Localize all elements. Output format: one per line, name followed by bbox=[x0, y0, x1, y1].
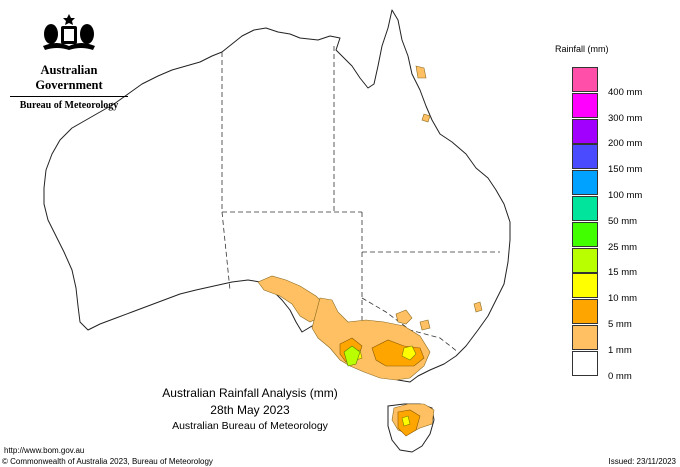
legend-swatch bbox=[572, 170, 598, 196]
copyright-notice: © Commonwealth of Australia 2023, Bureau… bbox=[2, 457, 213, 466]
legend-title: Rainfall (mm) bbox=[555, 44, 609, 54]
legend-label: 1 mm bbox=[608, 344, 632, 356]
legend-label: 400 mm bbox=[608, 86, 643, 98]
map-title: Australian Rainfall Analysis (mm) bbox=[162, 386, 338, 400]
website-link[interactable]: http://www.bom.gov.au bbox=[4, 446, 85, 455]
legend-label: 150 mm bbox=[608, 164, 643, 176]
legend-label: 100 mm bbox=[608, 190, 643, 201]
legend-label: 25 mm bbox=[608, 241, 638, 253]
rainfall-15mm-areas bbox=[343, 345, 361, 367]
legend-swatch bbox=[572, 144, 598, 170]
legend-swatch bbox=[572, 299, 598, 325]
state-borders bbox=[221, 46, 500, 353]
legend-swatch bbox=[572, 221, 598, 247]
legend-swatch bbox=[572, 67, 598, 92]
legend-label: 5 mm bbox=[608, 319, 632, 330]
legend-swatch bbox=[572, 273, 598, 299]
legend-label: 50 mm bbox=[608, 215, 638, 227]
legend-swatch bbox=[572, 92, 598, 118]
legend-swatch bbox=[572, 118, 598, 144]
coat-of-arms-icon bbox=[43, 14, 95, 50]
legend-swatch bbox=[572, 196, 598, 221]
legend-swatch bbox=[572, 350, 598, 376]
issued-date: Issued: 23/11/2023 bbox=[608, 457, 676, 466]
logo-divider bbox=[10, 96, 128, 97]
map-source: Australian Bureau of Meteorology bbox=[172, 420, 328, 432]
government-logo: Australian Government Bureau of Meteorol… bbox=[6, 12, 132, 111]
government-name: Australian Government bbox=[35, 63, 103, 92]
legend-label: 300 mm bbox=[608, 112, 643, 124]
legend-label: 15 mm bbox=[608, 267, 638, 279]
legend-label: 10 mm bbox=[608, 293, 638, 305]
map-title-block: Australian Rainfall Analysis (mm) 28th M… bbox=[130, 385, 370, 433]
legend-swatch bbox=[572, 247, 598, 273]
map-date: 28th May 2023 bbox=[210, 403, 290, 417]
legend-swatch bbox=[572, 325, 598, 350]
agency-name: Bureau of Meteorology bbox=[19, 100, 119, 111]
legend-label: 200 mm bbox=[608, 138, 643, 150]
legend-label: 0 mm bbox=[608, 370, 632, 382]
